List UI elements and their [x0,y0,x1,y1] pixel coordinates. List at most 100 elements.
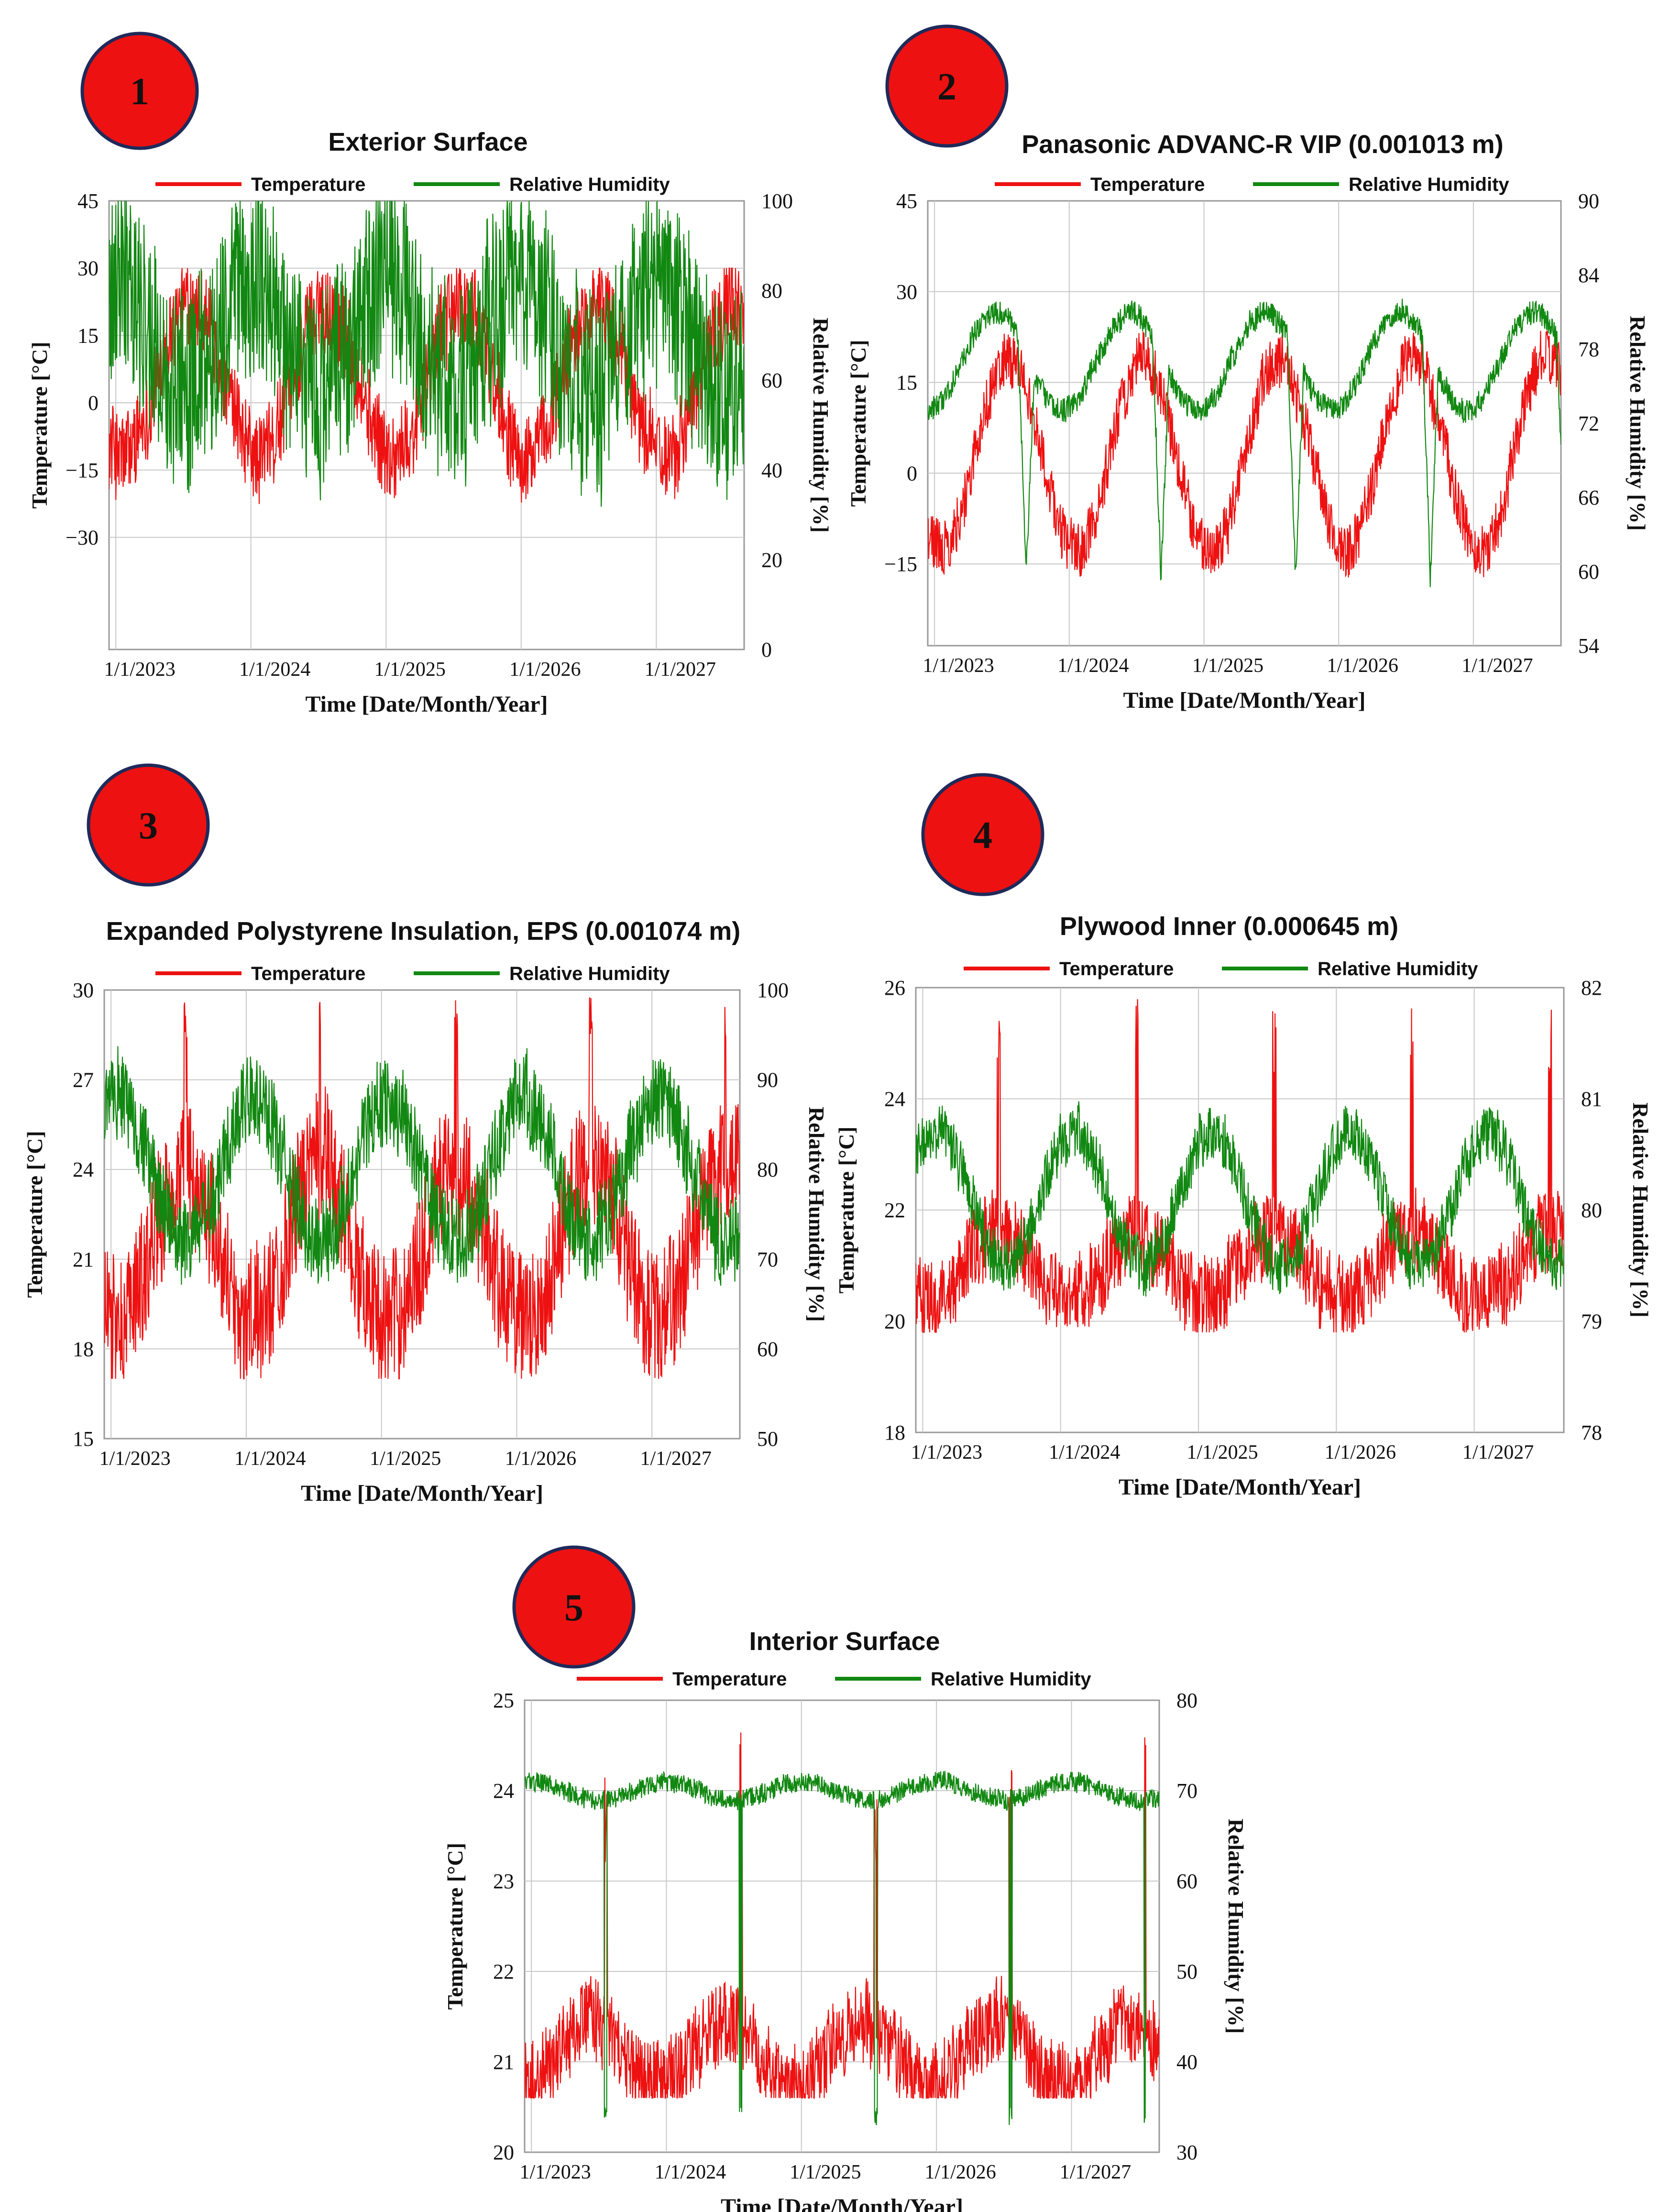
legend-temperature-label: Temperature [251,963,365,984]
y-tick-label: 22 [884,1199,905,1222]
x-tick-label: 1/1/2025 [1187,1442,1258,1464]
chart-panel-5: 5 Interior Surface Temperature Relative Hum… [443,1545,1248,2212]
y-tick-label: 30 [896,280,917,304]
chart-panel-1: 1 Exterior Surface Temperature Relative Hum… [27,32,833,717]
x-tick-label: 1/1/2025 [1192,655,1263,677]
y-tick-label: 24 [73,1158,94,1181]
y2-tick-label: 50 [1176,1960,1198,1983]
y-tick-label: 24 [493,1779,514,1803]
chart-panel-3: 3 Expanded Polystyrene Insulation, EPS (0… [22,763,829,1506]
legend-humidity-label: Relative Humidity [509,963,670,984]
y2-tick-label: 60 [1578,560,1599,583]
x-tick-label: 1/1/2027 [640,1448,712,1470]
y2-tick-label: 54 [1578,634,1599,658]
x-tick-label: 1/1/2027 [1461,655,1533,677]
y2-tick-label: 79 [1581,1310,1602,1333]
badge-number: 4 [973,814,992,857]
x-tick-label: 1/1/2024 [1049,1442,1120,1464]
y2-tick-label: 100 [757,979,789,1002]
y2-tick-label: 20 [761,548,782,572]
badge-number: 3 [139,805,158,847]
x-axis-title: Time [Date/Month/Year] [1123,688,1366,713]
x-tick-label: 1/1/2026 [505,1448,576,1470]
chart-title: Plywood Inner (0.000645 m) [1060,912,1398,941]
humidity-series-line [928,298,1561,587]
legend-temperature-label: Temperature [1059,958,1174,979]
y2-tick-label: 40 [761,459,782,482]
y2-tick-label: 78 [1581,1421,1602,1444]
x-tick-label: 1/1/2023 [923,655,994,677]
y-axis-title: Temperature [°C] [22,1131,47,1298]
x-tick-label: 1/1/2023 [911,1442,982,1464]
plot-area [927,200,1562,647]
y2-tick-label: 60 [1176,1870,1198,1893]
temperature-series-line [525,1732,1159,2100]
legend-humidity-label: Relative Humidity [1349,174,1509,195]
legend-temperature-label: Temperature [1090,174,1205,195]
x-axis-title: Time [Date/Month/Year] [721,2194,963,2212]
y-tick-label: 22 [493,1960,514,1983]
y2-tick-label: 84 [1578,264,1599,287]
chart-title: Expanded Polystyrene Insulation, EPS (0.… [106,917,740,946]
badge-number: 5 [564,1587,583,1629]
y-tick-label: 30 [77,257,99,280]
y2-tick-label: 66 [1578,486,1599,509]
x-tick-label: 1/1/2023 [99,1448,170,1470]
y2-axis-title: Relative Humidity [%] [809,318,833,533]
x-tick-label: 1/1/2024 [234,1448,306,1470]
legend-humidity-label: Relative Humidity [1318,958,1478,979]
y-axis-title: Temperature [°C] [834,1126,858,1293]
y2-tick-label: 90 [1578,189,1599,213]
y-tick-label: 0 [88,391,99,415]
y2-tick-label: 0 [761,638,772,661]
y2-tick-label: 90 [757,1068,778,1092]
y-tick-label: 25 [493,1689,514,1712]
temperature-series-line [928,330,1561,578]
badge-circle [80,32,199,150]
y2-axis-title: Relative Humidity [%] [1224,1819,1248,2034]
legend-humidity-label: Relative Humidity [931,1669,1091,1690]
y2-tick-label: 72 [1578,412,1599,435]
chart-title: Panasonic ADVANC-R VIP (0.001013 m) [1022,130,1503,159]
y2-axis-title: Relative Humidity [%] [1626,316,1650,531]
y2-tick-label: 80 [1581,1199,1602,1222]
x-tick-label: 1/1/2026 [509,659,581,681]
y-tick-label: −15 [884,552,917,576]
y2-tick-label: 100 [761,189,793,213]
legend-humidity-label: Relative Humidity [509,174,670,195]
y-tick-label: 23 [493,1870,514,1893]
y-axis-title: Temperature [°C] [846,340,870,506]
y-tick-label: 15 [73,1427,94,1451]
y-tick-label: 18 [73,1337,94,1361]
y-tick-label: 21 [493,2050,514,2074]
y2-tick-label: 80 [761,279,782,303]
y2-tick-label: 80 [757,1158,778,1181]
y2-tick-label: 60 [761,369,782,392]
y-axis-title: Temperature [°C] [27,341,52,508]
humidity-series-line [109,201,744,507]
humidity-series-line [104,1046,740,1286]
badge-circle [921,773,1044,896]
x-tick-label: 1/1/2027 [1462,1442,1534,1464]
x-axis-title: Time [Date/Month/Year] [301,1481,543,1506]
legend-temperature-label: Temperature [672,1669,787,1690]
x-tick-label: 1/1/2026 [1327,655,1398,677]
y2-tick-label: 70 [757,1248,778,1271]
y2-axis-title: Relative Humidity [%] [1628,1102,1653,1318]
x-tick-label: 1/1/2025 [790,2161,861,2183]
legend-temperature-label: Temperature [251,174,365,195]
y-tick-label: 21 [73,1248,94,1271]
y-tick-label: 30 [73,979,94,1002]
chart-title: Exterior Surface [328,128,527,156]
x-tick-label: 1/1/2024 [239,659,310,681]
badge-circle [885,24,1009,148]
y2-tick-label: 60 [757,1337,778,1361]
x-tick-label: 1/1/2024 [655,2161,726,2183]
y2-tick-label: 70 [1176,1779,1198,1803]
chart-title: Interior Surface [749,1627,940,1656]
y-tick-label: 20 [493,2141,514,2164]
x-axis-title: Time [Date/Month/Year] [306,692,548,717]
y-tick-label: 15 [896,371,917,395]
y-tick-label: 0 [907,462,917,485]
